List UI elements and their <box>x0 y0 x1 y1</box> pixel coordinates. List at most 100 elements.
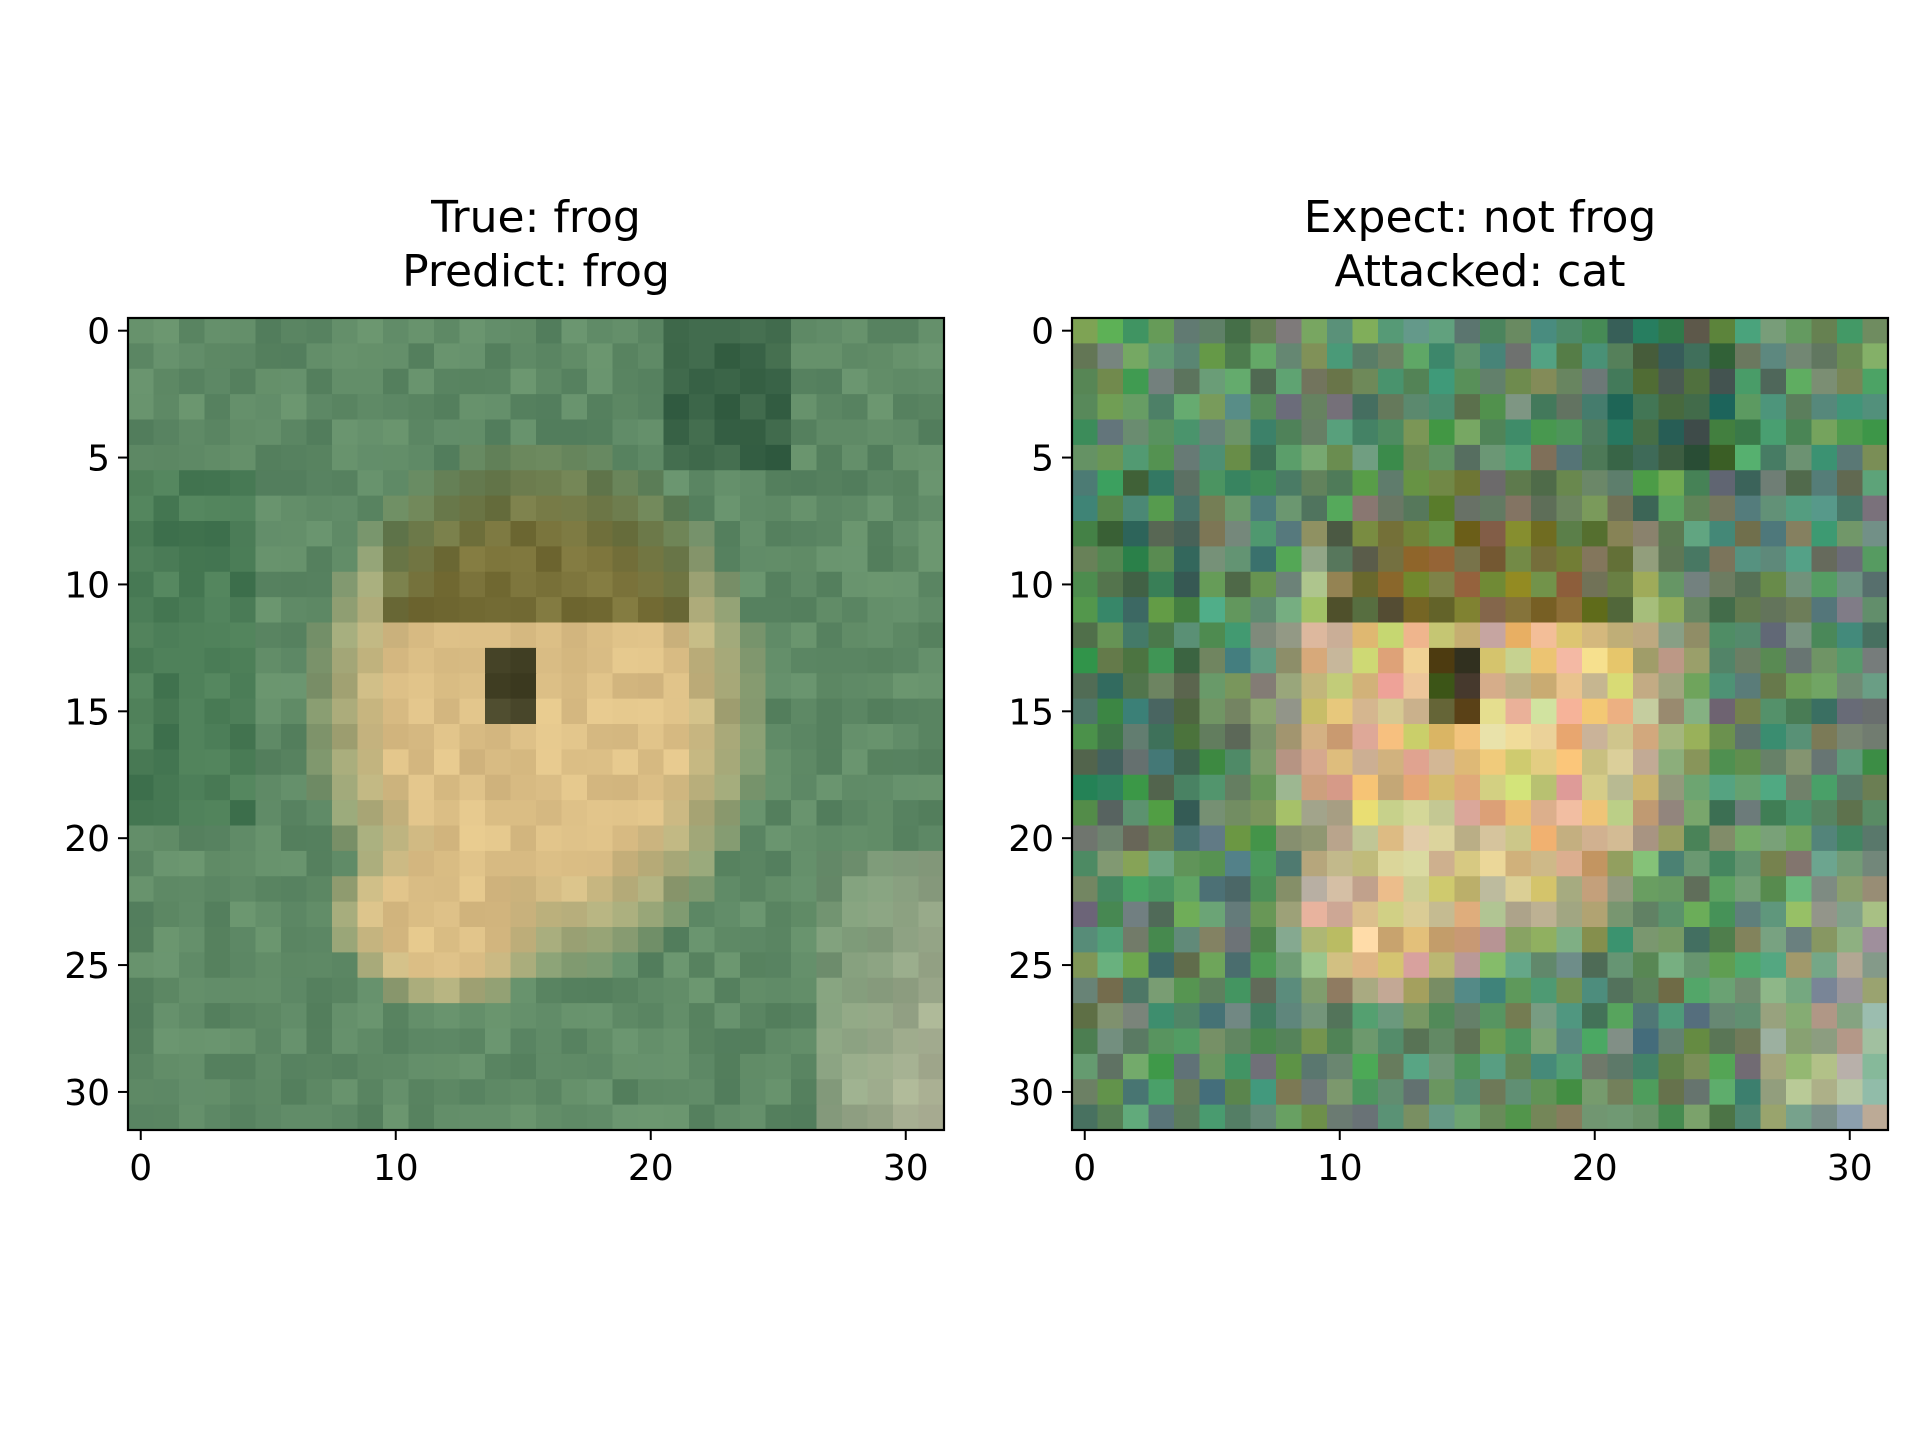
pixel <box>1837 850 1864 877</box>
pixel <box>1684 394 1711 421</box>
pixel <box>1301 850 1328 877</box>
pixel <box>1735 1003 1762 1030</box>
pixel <box>1837 546 1864 573</box>
pixel <box>612 521 639 547</box>
pixel <box>1250 1028 1277 1055</box>
pixel <box>332 901 359 928</box>
pixel <box>893 622 920 649</box>
pixel <box>383 876 410 903</box>
pixel <box>1556 1053 1583 1080</box>
pixel <box>306 1028 333 1055</box>
pixel <box>485 901 512 928</box>
pixel <box>281 698 308 725</box>
pixel <box>510 698 537 725</box>
pixel <box>434 343 461 370</box>
pixel <box>1352 698 1379 725</box>
pixel <box>1480 724 1507 750</box>
pixel <box>561 901 588 928</box>
pixel <box>1225 343 1252 370</box>
pixel <box>918 343 945 370</box>
pixel <box>179 597 206 624</box>
pixel <box>1225 977 1252 1004</box>
pixel <box>255 749 282 776</box>
pixel <box>1760 470 1787 497</box>
pixel <box>1276 546 1303 573</box>
pixel <box>1837 444 1864 471</box>
pixel <box>1148 622 1175 649</box>
pixel <box>1454 495 1481 522</box>
pixel <box>1607 673 1634 700</box>
pixel <box>230 724 257 750</box>
pixel <box>1174 470 1201 497</box>
pixel <box>867 1053 894 1080</box>
pixel <box>612 698 639 725</box>
pixel <box>638 850 665 877</box>
pixel <box>255 1053 282 1080</box>
pixel <box>689 800 716 827</box>
pixel <box>1633 495 1660 522</box>
pixel <box>1352 800 1379 827</box>
pixel <box>332 521 359 547</box>
pixel <box>791 647 818 674</box>
pixel <box>1837 470 1864 497</box>
pixel <box>714 698 741 725</box>
pixel <box>612 1053 639 1080</box>
pixel <box>1556 470 1583 497</box>
pixel <box>1505 1104 1532 1131</box>
pixel <box>1250 724 1277 750</box>
pixel <box>714 800 741 827</box>
pixel <box>893 1104 920 1131</box>
pixel <box>332 800 359 827</box>
pixel <box>204 597 231 624</box>
pixel <box>1072 977 1099 1004</box>
pixel <box>153 1028 180 1055</box>
pixel <box>816 444 843 471</box>
pixel <box>1684 749 1711 776</box>
pixel <box>1786 1079 1813 1106</box>
pixel <box>1378 571 1405 598</box>
pixel <box>918 1053 945 1080</box>
pixel <box>153 673 180 700</box>
pixel <box>536 876 563 903</box>
pixel <box>459 1028 486 1055</box>
pixel <box>816 952 843 979</box>
pixel <box>1429 1104 1456 1131</box>
pixel <box>306 724 333 750</box>
pixel <box>1480 673 1507 700</box>
pixel <box>1531 318 1558 344</box>
pixel <box>1607 368 1634 395</box>
pixel <box>1174 1028 1201 1055</box>
pixel <box>663 825 690 852</box>
pixel <box>1301 977 1328 1004</box>
pixel <box>357 622 384 649</box>
pixel <box>1148 825 1175 852</box>
pixel <box>128 521 155 547</box>
pixel <box>1378 1104 1405 1131</box>
pixel <box>1301 368 1328 395</box>
pixel <box>816 571 843 598</box>
pixel <box>230 977 257 1004</box>
pixel <box>1505 952 1532 979</box>
pixel <box>791 318 818 344</box>
pixel <box>1148 368 1175 395</box>
pixel <box>1429 724 1456 750</box>
pixel <box>1684 622 1711 649</box>
pixel <box>1403 901 1430 928</box>
pixel <box>1276 394 1303 421</box>
pixel <box>1658 927 1685 953</box>
pixel <box>638 597 665 624</box>
pixel <box>434 952 461 979</box>
y-tick-label: 25 <box>64 946 110 987</box>
pixel <box>485 698 512 725</box>
pixel <box>357 800 384 827</box>
pixel <box>230 698 257 725</box>
pixel <box>1123 546 1150 573</box>
pixel <box>1225 571 1252 598</box>
pixel <box>357 927 384 953</box>
axes-frame <box>126 316 946 1132</box>
pixel <box>1786 977 1813 1004</box>
pixel <box>893 698 920 725</box>
pixel <box>1633 343 1660 370</box>
pixel <box>1225 647 1252 674</box>
